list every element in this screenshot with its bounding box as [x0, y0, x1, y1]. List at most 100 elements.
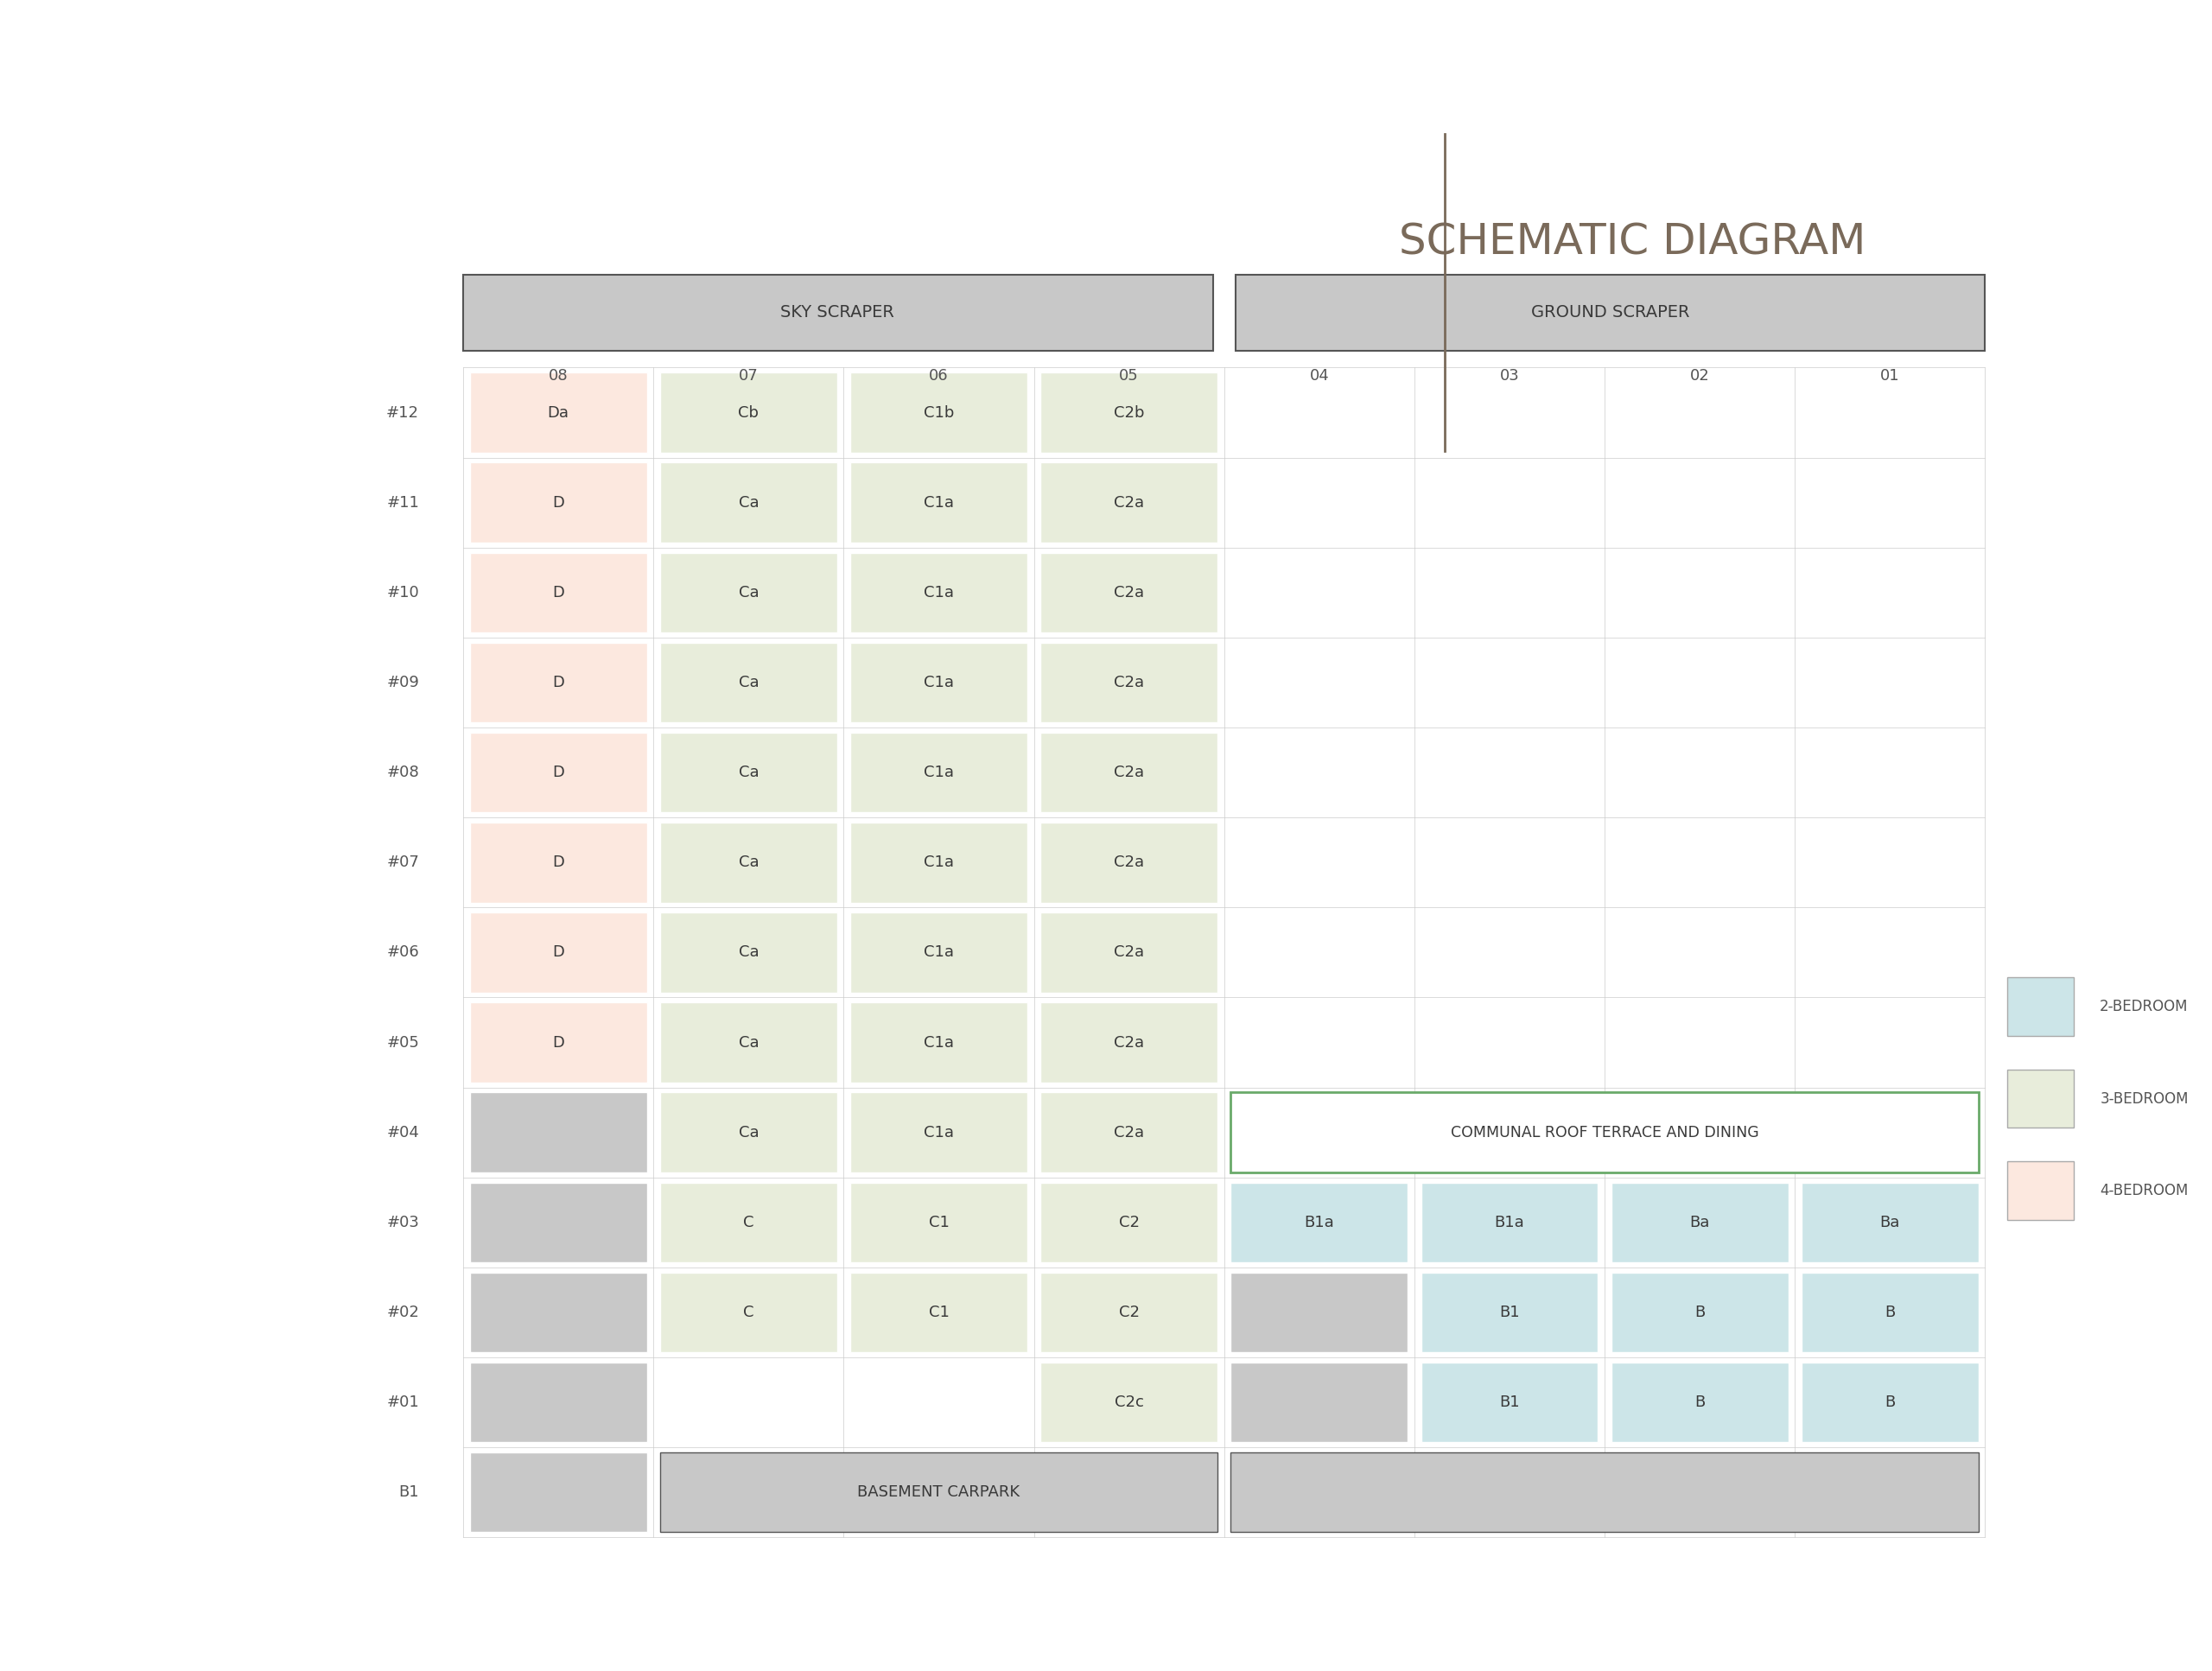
Text: #03: #03 — [387, 1215, 418, 1230]
Text: Ba: Ba — [1690, 1215, 1710, 1230]
FancyBboxPatch shape — [1801, 1362, 1978, 1442]
FancyBboxPatch shape — [1801, 1183, 1978, 1262]
FancyBboxPatch shape — [469, 1183, 646, 1262]
Text: C: C — [743, 1305, 754, 1320]
FancyBboxPatch shape — [469, 1272, 646, 1352]
Text: 4-BEDROOM: 4-BEDROOM — [2099, 1183, 2188, 1198]
FancyBboxPatch shape — [659, 1272, 836, 1352]
Text: #08: #08 — [387, 765, 418, 780]
FancyBboxPatch shape — [469, 373, 646, 453]
Text: C2a: C2a — [1115, 1125, 1144, 1140]
Text: Ca: Ca — [739, 765, 759, 780]
FancyBboxPatch shape — [849, 373, 1026, 453]
FancyBboxPatch shape — [849, 732, 1026, 812]
Text: B1a: B1a — [1305, 1215, 1334, 1230]
Text: Ca: Ca — [739, 675, 759, 690]
FancyBboxPatch shape — [1040, 822, 1217, 902]
FancyBboxPatch shape — [1040, 1183, 1217, 1262]
FancyBboxPatch shape — [849, 463, 1026, 543]
Text: Cb: Cb — [739, 404, 759, 421]
Text: D: D — [553, 585, 564, 600]
Text: Ba: Ba — [1880, 1215, 1900, 1230]
Text: C2: C2 — [1119, 1215, 1139, 1230]
Text: SKY SCRAPER: SKY SCRAPER — [781, 304, 894, 321]
Text: C2a: C2a — [1115, 585, 1144, 600]
FancyBboxPatch shape — [469, 1003, 646, 1083]
FancyBboxPatch shape — [469, 1362, 646, 1442]
Text: C1a: C1a — [925, 856, 953, 871]
Text: D: D — [553, 765, 564, 780]
Text: B: B — [1885, 1305, 1896, 1320]
Text: C2c: C2c — [1115, 1395, 1144, 1410]
FancyBboxPatch shape — [659, 1093, 836, 1173]
FancyBboxPatch shape — [849, 1003, 1026, 1083]
FancyBboxPatch shape — [1230, 1452, 1978, 1532]
FancyBboxPatch shape — [659, 643, 836, 722]
Text: D: D — [553, 1034, 564, 1049]
Text: D: D — [553, 856, 564, 871]
FancyBboxPatch shape — [659, 1183, 836, 1262]
Text: Ca: Ca — [739, 1125, 759, 1140]
FancyBboxPatch shape — [849, 553, 1026, 633]
Text: #10: #10 — [387, 585, 418, 600]
Text: 02: 02 — [1690, 368, 1710, 384]
Text: C2a: C2a — [1115, 675, 1144, 690]
FancyBboxPatch shape — [2006, 978, 2073, 1036]
FancyBboxPatch shape — [849, 1183, 1026, 1262]
Text: C1: C1 — [929, 1215, 949, 1230]
FancyBboxPatch shape — [469, 1183, 646, 1262]
FancyBboxPatch shape — [1420, 1272, 1597, 1352]
FancyBboxPatch shape — [469, 1093, 646, 1173]
Text: #05: #05 — [387, 1034, 418, 1049]
FancyBboxPatch shape — [659, 732, 836, 812]
FancyBboxPatch shape — [469, 643, 646, 722]
Text: C1a: C1a — [925, 765, 953, 780]
Text: Ca: Ca — [739, 495, 759, 510]
FancyBboxPatch shape — [469, 732, 646, 812]
FancyBboxPatch shape — [1230, 1093, 1978, 1173]
Text: B1: B1 — [398, 1484, 418, 1501]
Text: Ca: Ca — [739, 1034, 759, 1049]
Text: C1: C1 — [929, 1305, 949, 1320]
Text: 03: 03 — [1500, 368, 1520, 384]
Text: Da: Da — [549, 404, 568, 421]
Text: C: C — [743, 1215, 754, 1230]
Text: D: D — [553, 944, 564, 961]
Text: B1a: B1a — [1495, 1215, 1524, 1230]
FancyBboxPatch shape — [849, 1093, 1026, 1173]
Text: 06: 06 — [929, 368, 949, 384]
Text: GROUND SCRAPER: GROUND SCRAPER — [1531, 304, 1690, 321]
FancyBboxPatch shape — [1234, 274, 1984, 351]
FancyBboxPatch shape — [1040, 553, 1217, 633]
Text: C1a: C1a — [925, 675, 953, 690]
Text: 01: 01 — [1880, 368, 1900, 384]
Text: Ca: Ca — [739, 856, 759, 871]
FancyBboxPatch shape — [2006, 1161, 2073, 1220]
FancyBboxPatch shape — [469, 553, 646, 633]
FancyBboxPatch shape — [1230, 1362, 1407, 1442]
FancyBboxPatch shape — [469, 822, 646, 902]
Text: B: B — [1694, 1305, 1705, 1320]
FancyBboxPatch shape — [1610, 1362, 1787, 1442]
FancyBboxPatch shape — [469, 1272, 646, 1352]
Text: 05: 05 — [1119, 368, 1139, 384]
Text: #12: #12 — [387, 404, 418, 421]
Text: C1a: C1a — [925, 944, 953, 961]
Text: 3-BEDROOM: 3-BEDROOM — [2099, 1091, 2188, 1106]
FancyBboxPatch shape — [469, 1362, 646, 1442]
Text: 07: 07 — [739, 368, 759, 384]
Text: #01: #01 — [387, 1395, 418, 1410]
Text: C2a: C2a — [1115, 495, 1144, 510]
FancyBboxPatch shape — [659, 912, 836, 993]
FancyBboxPatch shape — [1040, 463, 1217, 543]
Text: C2a: C2a — [1115, 944, 1144, 961]
FancyBboxPatch shape — [1230, 1272, 1407, 1352]
FancyBboxPatch shape — [849, 1272, 1026, 1352]
FancyBboxPatch shape — [849, 822, 1026, 902]
Text: Ca: Ca — [739, 585, 759, 600]
FancyBboxPatch shape — [659, 463, 836, 543]
FancyBboxPatch shape — [469, 463, 646, 543]
FancyBboxPatch shape — [462, 274, 1212, 351]
Text: C2a: C2a — [1115, 1034, 1144, 1049]
Text: 08: 08 — [549, 368, 568, 384]
